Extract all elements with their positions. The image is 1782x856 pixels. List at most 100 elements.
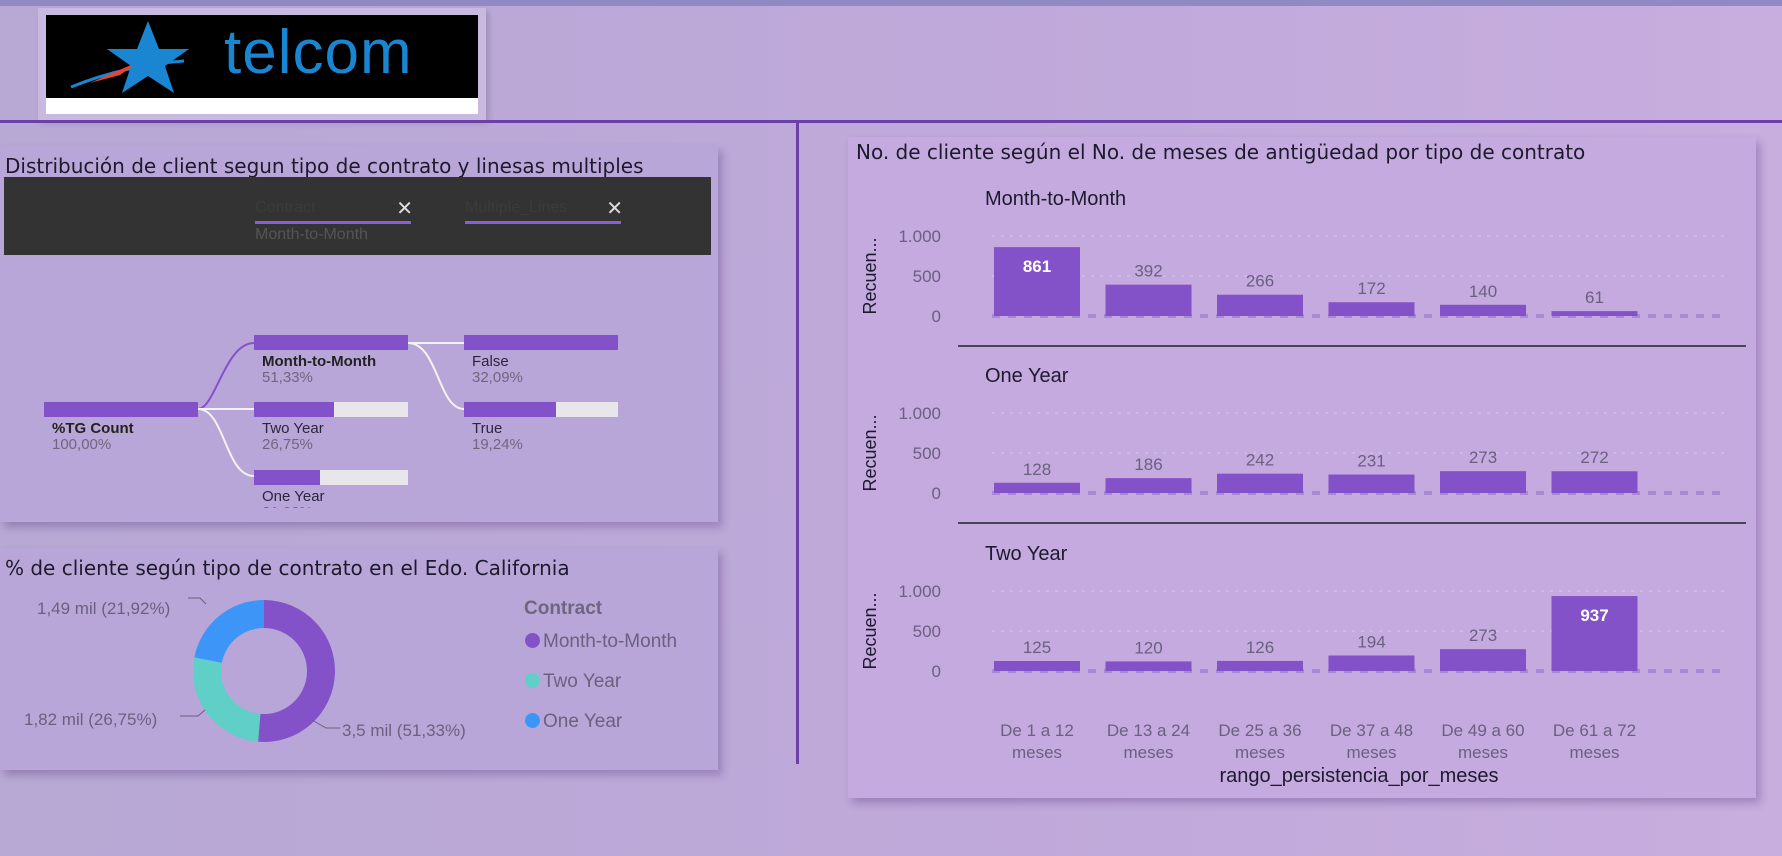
- decomp-node-label: Two Year 26,75%: [262, 421, 324, 453]
- y-tick-label: 1.000: [898, 582, 941, 601]
- logo-underbar: [46, 98, 478, 114]
- y-axis-label: Recuen...: [860, 592, 880, 669]
- decomp-title: Distribución de client segun tipo de con…: [5, 154, 644, 178]
- legend-item[interactable]: Two Year: [525, 671, 621, 693]
- donut-slice[interactable]: [194, 600, 264, 663]
- logo-card: telcom: [38, 8, 486, 120]
- decomp-root-fill: [44, 402, 198, 417]
- donut-label-two-year: 1,82 mil (26,75%): [24, 710, 158, 729]
- legend-title: Contract: [524, 598, 603, 619]
- close-icon[interactable]: ✕: [396, 198, 413, 220]
- donut-leader-line: [311, 719, 340, 729]
- bar[interactable]: [1551, 311, 1638, 316]
- bar[interactable]: [994, 247, 1080, 316]
- bar[interactable]: [994, 661, 1080, 671]
- x-tick-label: De 25 a 36: [1218, 721, 1301, 740]
- decomposition-tree-panel: Distribución de client segun tipo de con…: [0, 146, 718, 522]
- decomp-node-label: One Year 21,92%: [262, 489, 325, 508]
- logo-text: telcom: [224, 18, 413, 87]
- data-label: 273: [1469, 626, 1497, 645]
- x-tick-label: meses: [1569, 743, 1619, 762]
- bar[interactable]: [1440, 304, 1526, 316]
- bar[interactable]: [1105, 478, 1192, 493]
- donut-slice[interactable]: [193, 657, 261, 742]
- decomp-root-bar[interactable]: [44, 402, 198, 417]
- column-divider: [796, 122, 799, 764]
- data-label: 266: [1246, 272, 1274, 291]
- top-accent-bar: [0, 0, 1782, 6]
- x-tick-label: De 61 a 72: [1553, 721, 1636, 740]
- x-tick-label: De 13 a 24: [1107, 721, 1190, 740]
- y-tick-label: 0: [932, 484, 941, 503]
- legend-dot-icon: [525, 633, 540, 648]
- filter-bar: Contract ✕ Month-to-Month Multiple_Lines…: [4, 177, 711, 255]
- donut-label-one-year: 1,49 mil (21,92%): [37, 599, 171, 618]
- decomp-node-bar[interactable]: [254, 335, 408, 350]
- x-tick-label: meses: [1123, 743, 1173, 762]
- y-tick-label: 0: [932, 662, 941, 681]
- filter-chip-contract[interactable]: Contract ✕: [255, 198, 413, 224]
- data-label: 128: [1023, 460, 1051, 479]
- bar[interactable]: [1440, 471, 1526, 493]
- bar[interactable]: [994, 482, 1080, 493]
- decomp-node-bar[interactable]: [254, 470, 408, 485]
- data-label: 242: [1246, 451, 1274, 470]
- bar[interactable]: [1217, 294, 1303, 316]
- legend-item[interactable]: Month-to-Month: [525, 631, 677, 653]
- decomp-node-bar[interactable]: [254, 402, 408, 417]
- root-name: %TG Count: [52, 420, 134, 437]
- decomp-leaf-bar[interactable]: [464, 335, 618, 350]
- y-tick-label: 1.000: [898, 404, 941, 423]
- close-icon[interactable]: ✕: [606, 198, 623, 220]
- data-label: 231: [1357, 452, 1385, 471]
- bar[interactable]: [1328, 474, 1415, 493]
- legend-item[interactable]: One Year: [525, 711, 622, 733]
- filter-value: Month-to-Month: [255, 226, 368, 243]
- donut-title: % de cliente según tipo de contrato en e…: [5, 556, 570, 580]
- bar[interactable]: [1328, 302, 1415, 316]
- data-label: 186: [1134, 455, 1162, 474]
- node-value: 26,75%: [262, 436, 313, 453]
- x-tick-label: De 1 a 12: [1000, 721, 1074, 740]
- node-value: 21,92%: [262, 504, 313, 509]
- decomp-node-fill: [254, 470, 321, 485]
- filter-label: Contract: [255, 199, 316, 216]
- header-divider: [0, 120, 1782, 123]
- legend-dot-icon: [525, 673, 540, 688]
- legend-label: Month-to-Month: [543, 631, 678, 652]
- bar[interactable]: [1105, 284, 1192, 316]
- bar[interactable]: [1217, 660, 1303, 671]
- y-tick-label: 1.000: [898, 227, 941, 246]
- bar[interactable]: [1551, 596, 1638, 671]
- data-label: 120: [1134, 638, 1162, 657]
- bar[interactable]: [1551, 471, 1638, 493]
- root-value: 100,00%: [52, 436, 112, 453]
- data-label: 125: [1023, 638, 1051, 657]
- panel-title: One Year: [985, 365, 1069, 387]
- decomp-node-fill: [254, 335, 408, 350]
- small-multiples-bar-chart: Month-to-Month Recuen... 0 500 1.000 861 392 26…: [860, 188, 1746, 787]
- x-tick-label: meses: [1346, 743, 1396, 762]
- decomp-connectors: [197, 342, 465, 477]
- leaf-name: False: [472, 353, 509, 370]
- decomp-node-label: Month-to-Month 51,33%: [262, 354, 376, 386]
- decomp-leaf-bar[interactable]: [464, 402, 618, 417]
- bar[interactable]: [1217, 473, 1303, 493]
- decomp-leaf-label: True 19,24%: [472, 421, 523, 453]
- data-label: 861: [1023, 257, 1051, 276]
- bar[interactable]: [1105, 661, 1192, 671]
- donut-chart: [180, 597, 340, 742]
- decomp-leaf-fill: [464, 335, 618, 350]
- donut-label-month-to-month: 3,5 mil (51,33%): [342, 721, 466, 740]
- bar[interactable]: [1328, 655, 1415, 671]
- bar[interactable]: [1440, 649, 1526, 671]
- node-name: Month-to-Month: [262, 353, 377, 370]
- telcom-logo: telcom: [46, 15, 478, 98]
- data-label: 194: [1357, 632, 1385, 651]
- bar-chart-panel: No. de cliente según el No. de meses de …: [848, 137, 1756, 798]
- decomp-root-label: %TG Count 100,00%: [52, 421, 134, 453]
- x-axis-label: rango_persistencia_por_meses: [1219, 765, 1498, 787]
- y-tick-label: 500: [913, 267, 941, 286]
- donut-slice[interactable]: [258, 600, 335, 742]
- filter-chip-multiple-lines[interactable]: Multiple_Lines ✕: [465, 198, 623, 224]
